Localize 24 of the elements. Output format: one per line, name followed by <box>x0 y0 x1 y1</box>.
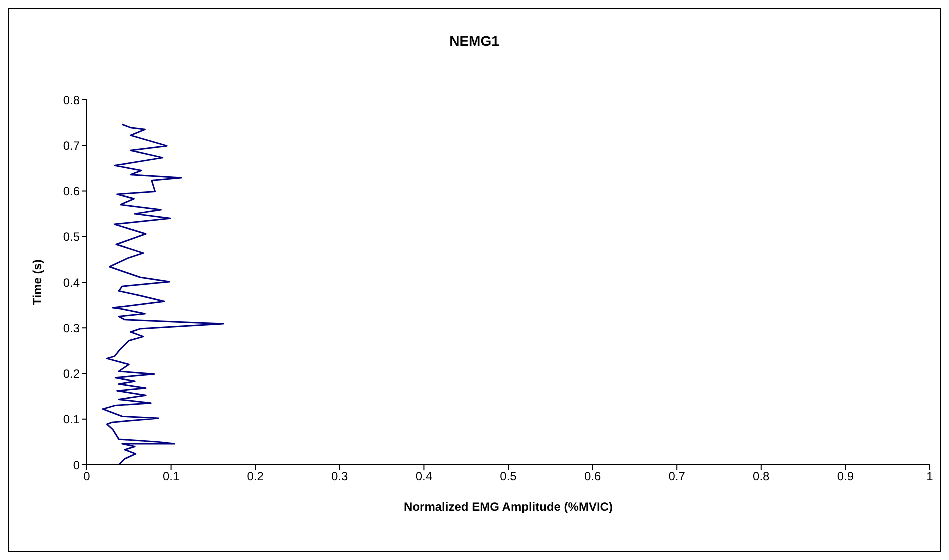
y-tick-label: 0.8 <box>63 93 80 108</box>
y-tick-label: 0.6 <box>63 184 80 199</box>
line-series <box>102 124 224 465</box>
x-tick-label: 0 <box>84 470 91 484</box>
y-tick-label: 0.1 <box>63 412 80 427</box>
x-axis-title: Normalized EMG Amplitude (%MVIC) <box>404 500 613 514</box>
chart-title: NEMG1 <box>448 33 500 49</box>
x-tick-label: 0.2 <box>247 470 264 484</box>
x-tick-label: 1 <box>926 470 934 484</box>
y-tick-label: 0.3 <box>63 321 80 336</box>
y-tick-label: 0.7 <box>63 138 80 153</box>
x-tick-label: 0.4 <box>416 470 433 484</box>
y-tick-label: 0 <box>73 458 80 472</box>
x-tick-label: 0.5 <box>500 470 518 484</box>
x-tick-label: 0.9 <box>837 470 854 484</box>
x-tick-label: 0.8 <box>753 470 770 484</box>
y-axis-title: Time (s) <box>30 260 44 306</box>
y-tick-label: 0.4 <box>63 276 80 290</box>
x-tick-label: 0.6 <box>584 470 602 484</box>
x-tick-label: 0.1 <box>162 470 180 484</box>
x-tick-label: 0.7 <box>668 470 686 484</box>
y-tick-label: 0.5 <box>63 230 80 244</box>
y-tick-label: 0.2 <box>63 367 80 382</box>
x-tick-label: 0.3 <box>332 470 349 484</box>
